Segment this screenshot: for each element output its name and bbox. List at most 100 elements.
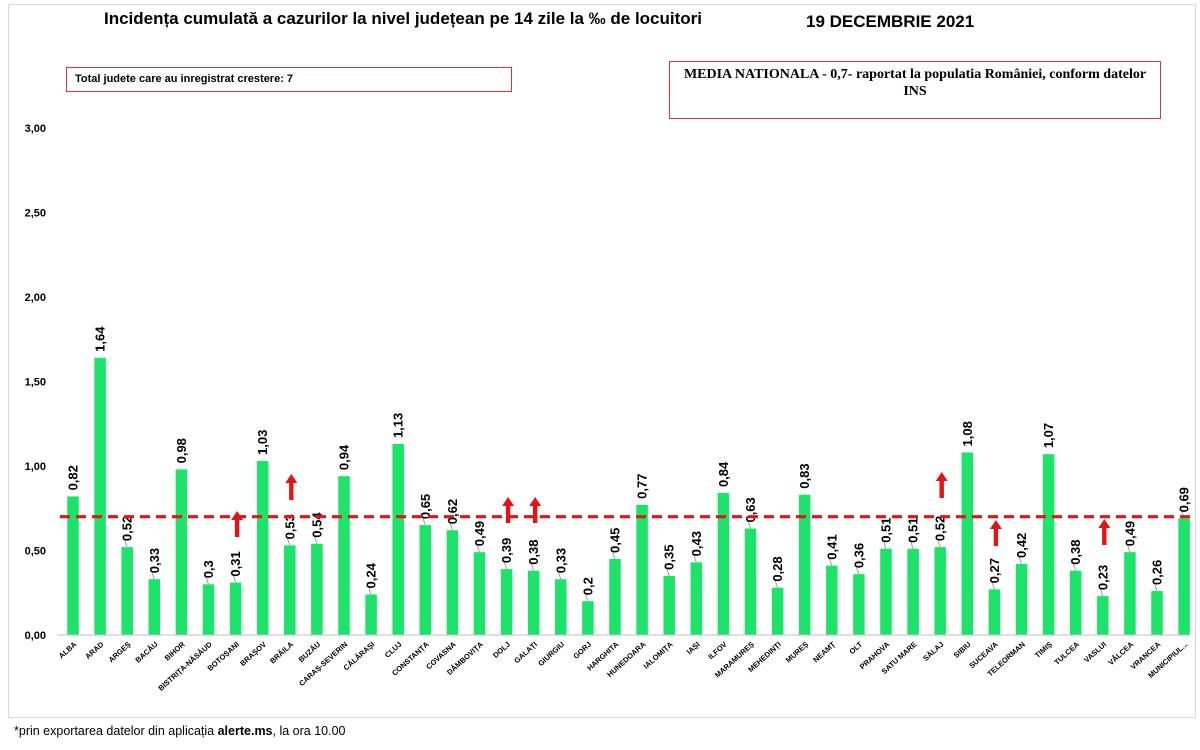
- data-label: 0,53: [282, 514, 297, 539]
- leader-line: [908, 536, 914, 549]
- bar-36: [1015, 564, 1028, 635]
- bar-34: [961, 452, 974, 635]
- data-label: 0,24: [364, 562, 379, 588]
- leader-line: [610, 546, 616, 560]
- data-label: 0,82: [66, 465, 81, 490]
- leader-line: [881, 536, 887, 549]
- y-tick-label: 0,50: [25, 546, 46, 558]
- footnote-prefix: *prin exportarea datelor din aplicația: [14, 724, 218, 738]
- data-label: 0,45: [608, 528, 623, 553]
- data-label: 0,3: [201, 560, 216, 578]
- bar-2: [94, 357, 106, 635]
- data-label: 0,36: [851, 543, 866, 568]
- leader-line: [502, 556, 507, 570]
- chart-frame: [8, 4, 1196, 718]
- bar-24: [690, 562, 703, 635]
- y-tick-label: 1,50: [25, 377, 46, 389]
- data-label: 0,27: [987, 558, 1002, 583]
- increase-arrow-icon: [989, 520, 1002, 546]
- leader-line: [746, 516, 751, 529]
- chart-title: Incidența cumulată a cazurilor la nivel …: [104, 9, 703, 28]
- data-label: 0,98: [174, 438, 189, 463]
- bar-32: [907, 548, 919, 635]
- bar-30: [853, 574, 865, 635]
- leader-line: [475, 540, 480, 553]
- data-label: 0,84: [716, 461, 731, 487]
- bar-42: [1178, 518, 1190, 635]
- x-tick-label: BRAȘOV: [238, 640, 268, 668]
- data-label: 0,49: [1122, 521, 1137, 546]
- x-tick-label: IAȘI: [685, 640, 702, 656]
- bar-28: [798, 494, 811, 635]
- bar-21: [609, 558, 621, 635]
- leader-line: [773, 575, 778, 588]
- data-label: 0,51: [906, 517, 921, 542]
- data-label: 1,13: [391, 413, 406, 438]
- leader-lines: [122, 506, 1185, 602]
- data-label: 0,52: [933, 516, 948, 541]
- data-label: 0,39: [499, 538, 514, 563]
- bar-19: [555, 579, 567, 635]
- x-tick-label: ARGEȘ: [107, 640, 133, 665]
- bar-1: [67, 496, 79, 635]
- bar-40: [1124, 552, 1136, 635]
- bar-31: [880, 548, 892, 635]
- x-tick-label: CARAȘ-SEVERIN: [297, 640, 349, 688]
- data-label: 0,33: [147, 548, 162, 573]
- leader-line: [556, 567, 562, 580]
- data-label: 1,08: [960, 421, 975, 446]
- bar-17: [500, 569, 513, 635]
- increase-count-box: Total judete care au inregistrat crester…: [66, 67, 512, 92]
- x-tick-label: TULCEA: [1052, 639, 1081, 666]
- leader-line: [664, 563, 670, 576]
- data-label: 0,23: [1095, 565, 1110, 590]
- data-label: 0,94: [337, 444, 352, 470]
- bar-38: [1069, 570, 1082, 635]
- footnote: *prin exportarea datelor din aplicația a…: [14, 724, 345, 738]
- leader-line: [827, 553, 833, 566]
- data-label: 0,42: [1014, 533, 1029, 558]
- data-label: 0,26: [1150, 560, 1165, 585]
- x-tick-label: ARAD: [83, 639, 106, 661]
- increase-arrow-icon: [231, 511, 244, 537]
- bar-20: [582, 601, 594, 635]
- leader-line: [149, 567, 155, 580]
- leader-line: [448, 518, 453, 531]
- footnote-source: alerte.ms: [217, 724, 273, 738]
- x-tick-label: ILFOV: [706, 640, 728, 661]
- bar-22: [636, 504, 648, 635]
- leader-line: [312, 531, 318, 544]
- bar-27: [771, 587, 784, 635]
- increase-arrow-icon: [1098, 519, 1111, 545]
- footnote-suffix: , la ora 10.00: [272, 724, 346, 738]
- bar-37: [1042, 454, 1055, 635]
- leader-line: [854, 562, 860, 575]
- data-label: 1,07: [1041, 423, 1056, 448]
- x-tick-label: BIHOR: [163, 639, 187, 662]
- data-label: 1,64: [93, 326, 108, 352]
- bar-5: [175, 469, 188, 635]
- y-tick-label: 2,00: [25, 292, 46, 304]
- x-tick-label: MUREȘ: [784, 640, 810, 665]
- data-label: 0,41: [824, 534, 839, 559]
- increase-arrow-icon: [285, 474, 298, 500]
- bar-7: [229, 582, 242, 635]
- y-tick-label: 0,00: [25, 630, 46, 642]
- bar-25: [717, 493, 730, 635]
- x-tick-label: BACĂU: [133, 640, 159, 665]
- bar-6: [202, 584, 215, 635]
- data-label: 0,43: [689, 531, 704, 556]
- x-tick-label: ALBA: [57, 639, 79, 660]
- leader-line: [1125, 540, 1131, 553]
- bar-9: [284, 545, 296, 635]
- data-label: 0,49: [472, 521, 487, 546]
- x-tick-label: NEAMȚ: [811, 640, 837, 665]
- x-tick-label: CLUJ: [383, 640, 404, 660]
- bar-3: [121, 547, 133, 635]
- increase-arrow-icon: [529, 497, 542, 523]
- data-label: 0,38: [526, 539, 541, 564]
- leader-line: [990, 577, 995, 590]
- bar-12: [365, 594, 377, 635]
- bar-13: [392, 444, 404, 635]
- data-label: 0,62: [445, 499, 460, 524]
